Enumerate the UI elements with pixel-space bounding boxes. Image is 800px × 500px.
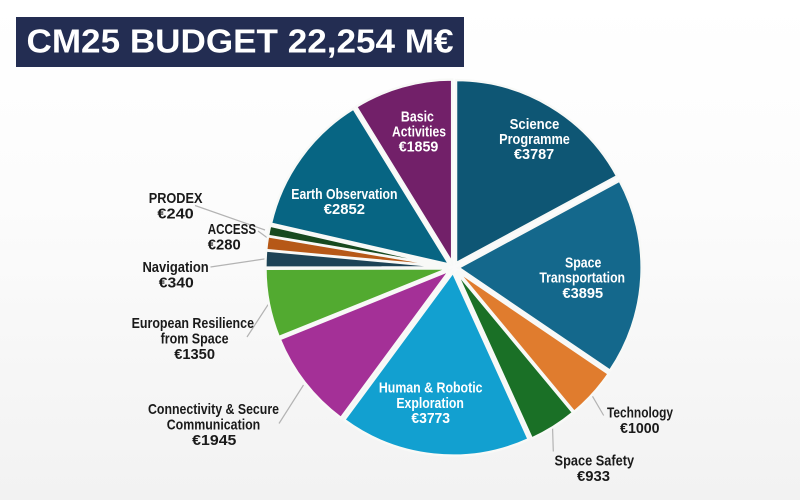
svg-text:Earth Observation: Earth Observation <box>291 186 397 203</box>
svg-text:€1350: €1350 <box>174 346 215 363</box>
svg-text:€1859: €1859 <box>399 139 439 156</box>
svg-text:Connectivity & Secure: Connectivity & Secure <box>148 401 279 418</box>
svg-text:Transportation: Transportation <box>539 270 625 287</box>
svg-text:Exploration: Exploration <box>396 395 464 412</box>
svg-text:from Space: from Space <box>161 331 229 348</box>
svg-text:PRODEX: PRODEX <box>149 190 203 207</box>
svg-text:€1000: €1000 <box>620 420 660 437</box>
svg-text:CM25 BUDGET 22,254 M€: CM25 BUDGET 22,254 M€ <box>27 23 454 60</box>
svg-text:€2852: €2852 <box>324 201 365 218</box>
svg-text:€280: €280 <box>208 237 241 254</box>
svg-text:Programme: Programme <box>499 131 570 148</box>
svg-text:€3787: €3787 <box>514 146 554 163</box>
svg-text:ACCESS: ACCESS <box>208 221 256 238</box>
svg-text:Technology: Technology <box>607 404 674 421</box>
svg-text:€3773: €3773 <box>411 410 450 427</box>
svg-text:European Resilience: European Resilience <box>132 315 254 332</box>
svg-text:Science: Science <box>510 116 560 133</box>
svg-text:Activities: Activities <box>392 124 446 141</box>
svg-text:€340: €340 <box>159 274 194 291</box>
svg-text:Space: Space <box>565 254 601 271</box>
svg-text:Navigation: Navigation <box>142 259 208 276</box>
svg-text:Human & Robotic: Human & Robotic <box>379 380 483 397</box>
svg-text:€240: €240 <box>157 206 193 223</box>
svg-text:Space Safety: Space Safety <box>555 452 635 469</box>
svg-text:€3895: €3895 <box>563 285 604 302</box>
svg-text:Basic: Basic <box>401 109 434 126</box>
svg-text:€933: €933 <box>577 468 610 485</box>
svg-text:Communication: Communication <box>167 417 261 434</box>
svg-text:€1945: €1945 <box>192 432 236 449</box>
